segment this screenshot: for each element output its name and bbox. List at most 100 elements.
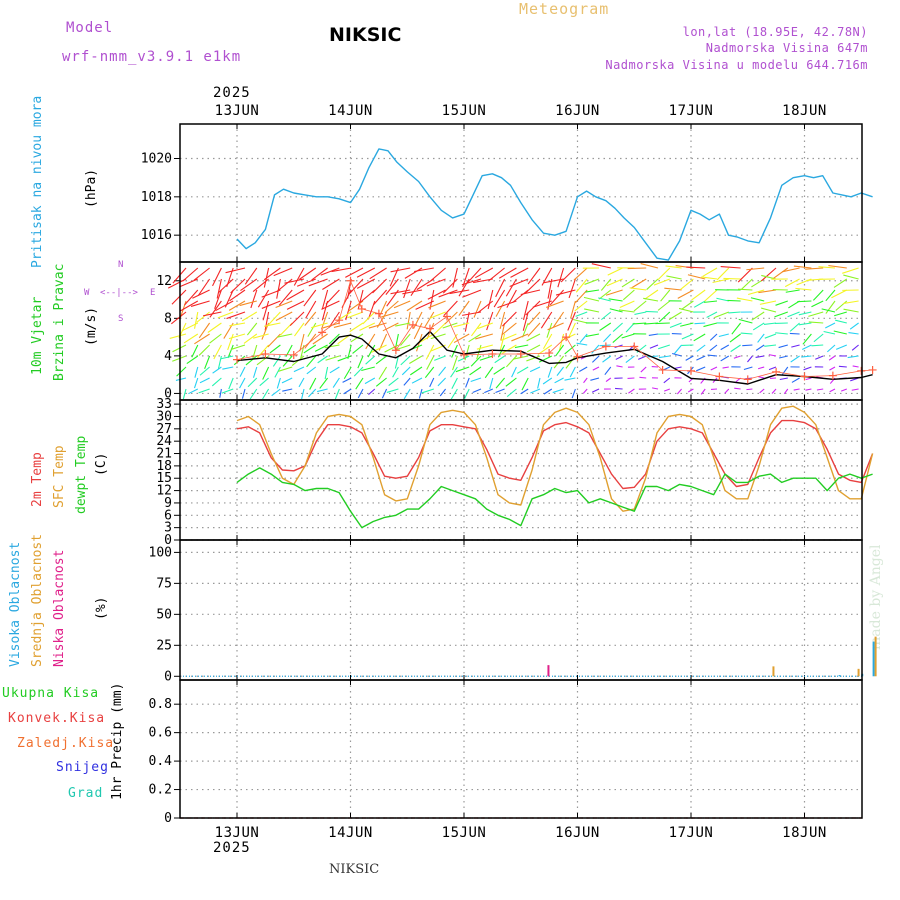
- wind-arrow: [752, 322, 765, 331]
- wind-arrow: [575, 278, 588, 293]
- wind-arrow: [789, 322, 800, 332]
- wind-arrow: [677, 289, 694, 299]
- panel-frame: [179, 261, 863, 401]
- wind-arrow: [252, 366, 258, 378]
- gust-marker: [408, 320, 417, 329]
- wind-arrow: [554, 377, 564, 384]
- wind-arrow: [673, 344, 683, 355]
- wind-arrow: [333, 322, 352, 328]
- wind-arrow: [649, 344, 659, 349]
- wind-compass: N <--|--> W E S: [84, 258, 162, 328]
- wind-arrow: [743, 366, 753, 371]
- cloud-bar: [838, 675, 841, 677]
- wind-arrow: [779, 355, 788, 359]
- wind-arrow: [505, 355, 517, 368]
- wind-arrow: [813, 333, 824, 343]
- wind-arrow: [227, 344, 234, 359]
- compass-n: N: [118, 260, 124, 270]
- wind-arrow: [738, 318, 753, 324]
- wind-arrow: [322, 278, 340, 290]
- wind-arrow: [179, 278, 199, 288]
- gust-marker: [601, 342, 610, 351]
- wind-arrow: [209, 300, 222, 318]
- wind-arrow: [599, 322, 612, 331]
- wind-arrow: [209, 333, 222, 344]
- y-tick-label: 100: [149, 545, 172, 560]
- wind-arrow-field: [167, 263, 859, 400]
- wind-arrow: [170, 311, 187, 325]
- wind-arrow: [843, 274, 859, 280]
- wind-arrow: [759, 300, 777, 305]
- wind-arrow: [591, 388, 600, 393]
- wind-arrow: [226, 311, 246, 320]
- wind-arrow: [299, 333, 305, 352]
- wind-arrow: [722, 366, 729, 369]
- wind-arrow: [227, 333, 234, 351]
- series-line-gust: [236, 280, 873, 380]
- wind-arrow: [751, 311, 765, 321]
- wind-arrow: [599, 344, 611, 347]
- wind-arrow: [575, 289, 588, 304]
- x-tick-label-top: 14JUN: [328, 103, 373, 119]
- wind-arrow: [308, 278, 328, 287]
- wind-arrow: [252, 278, 269, 293]
- wind-arrow: [450, 366, 458, 378]
- wind-arrow: [364, 377, 376, 385]
- x-tick-label-bottom: 14JUN: [328, 825, 373, 841]
- wind-arrow: [621, 333, 635, 339]
- wind-arrow: [475, 333, 493, 340]
- wind-arrow: [184, 289, 199, 306]
- wind-arrow: [685, 355, 694, 361]
- wind-arrow: [197, 278, 211, 296]
- wind-arrow: [442, 278, 458, 294]
- wind-arrow: [461, 278, 482, 286]
- wind-arrow: [429, 377, 435, 388]
- wind-arrow: [243, 333, 258, 344]
- wind-arrow: [691, 289, 706, 301]
- wind-arrow: [803, 366, 812, 371]
- wind-arrow: [793, 388, 800, 391]
- wind-arrow: [239, 300, 257, 307]
- wind-arrow: [542, 333, 553, 350]
- wind-arrow: [411, 377, 423, 384]
- wind-arrow: [704, 289, 718, 302]
- wind-arrow: [645, 310, 659, 313]
- wind-arrow: [605, 289, 623, 296]
- wind-arrow: [509, 278, 529, 288]
- wind-arrow: [511, 366, 517, 378]
- wind-arrow: [557, 267, 565, 288]
- wind-arrow: [828, 355, 836, 361]
- wind-arrow: [263, 267, 281, 281]
- wind-arrow: [696, 355, 706, 361]
- wind-arrow: [477, 322, 493, 330]
- wind-arrow: [746, 388, 753, 391]
- wind-arrow: [262, 388, 270, 400]
- wind-arrow: [694, 322, 706, 325]
- wind-arrow: [304, 311, 317, 326]
- gust-marker: [318, 328, 327, 337]
- wind-arrow: [499, 333, 506, 351]
- panel-frame: [179, 679, 863, 819]
- wind-arrow: [805, 377, 812, 381]
- wind-arrow: [714, 311, 729, 319]
- wind-arrow: [764, 333, 777, 339]
- y-tick-label: 1020: [141, 152, 172, 167]
- wind-arrow: [219, 388, 222, 398]
- wind-arrow: [324, 366, 329, 380]
- wind-arrow: [847, 355, 859, 359]
- gust-marker: [573, 352, 582, 361]
- wind-arrow: [430, 333, 446, 340]
- wind-arrow: [388, 377, 399, 386]
- wind-arrow: [658, 311, 671, 323]
- wind-arrow: [527, 267, 541, 285]
- wind-arrow: [395, 322, 411, 327]
- wind-arrow: [812, 289, 824, 301]
- wind-arrow: [646, 278, 659, 290]
- wind-arrow: [501, 333, 517, 341]
- gust-marker: [374, 309, 383, 318]
- wind-arrow: [585, 289, 600, 293]
- wind-arrow: [470, 355, 482, 367]
- wind-arrow: [267, 333, 281, 348]
- wind-arrow: [449, 289, 470, 295]
- wind-arrow: [253, 333, 269, 339]
